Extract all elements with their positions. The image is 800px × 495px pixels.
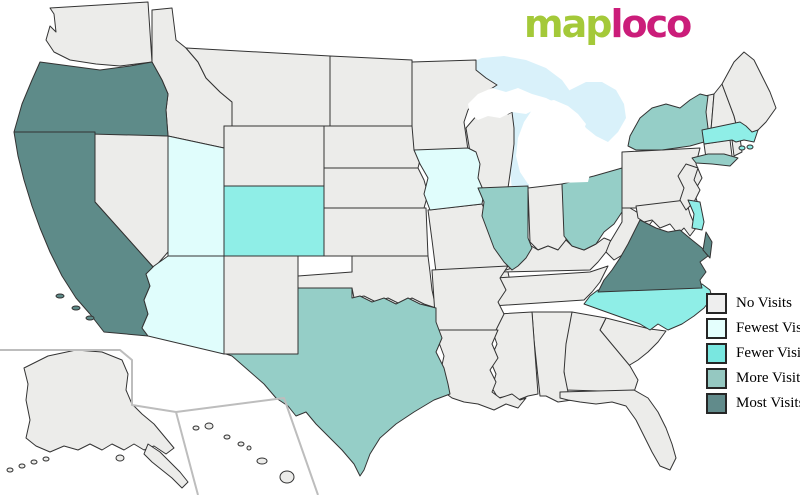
legend-label: Fewest Visits — [736, 320, 800, 336]
hawaii-inset-border — [175, 397, 319, 495]
virginia-eastern-shore — [702, 231, 713, 259]
legend-label: No Visits — [736, 295, 792, 311]
lake-huron — [556, 82, 626, 142]
hawaii-island-maui — [256, 457, 268, 465]
state-oregon — [13, 61, 169, 137]
state-north-dakota — [329, 55, 413, 127]
aleutian-island — [42, 456, 50, 462]
legend-label: More Visits — [736, 370, 800, 386]
state-kansas — [323, 207, 429, 257]
california-channel-island — [85, 315, 95, 321]
legend-label: Most Visits — [736, 395, 800, 411]
state-nebraska — [323, 167, 429, 209]
aleutian-island — [18, 463, 26, 469]
legend-item-most-visits: Most Visits — [706, 391, 800, 416]
state-delaware — [687, 199, 705, 231]
hawaii-island — [246, 445, 252, 451]
state-michigan-lower-peninsula — [516, 100, 596, 184]
state-michigan-upper-peninsula — [468, 88, 558, 120]
maploco-logo: maploco — [524, 2, 692, 46]
more-visits-swatch — [706, 368, 727, 389]
most-visits-swatch — [706, 393, 727, 414]
state-arizona — [141, 255, 225, 355]
state-south-dakota — [323, 125, 421, 169]
alaska-inset-border — [0, 349, 199, 495]
aleutian-island — [30, 459, 38, 465]
state-utah — [167, 135, 225, 257]
legend-item-fewest-visits: Fewest Visits — [706, 316, 800, 341]
fewer-visits-swatch — [706, 343, 727, 364]
state-massachusetts — [701, 121, 759, 145]
no-visits-swatch — [706, 293, 727, 314]
state-illinois — [477, 185, 533, 271]
state-new-mexico — [223, 255, 299, 355]
state-virginia — [597, 219, 709, 293]
state-new-york — [627, 93, 709, 151]
logo-loco-text: loco — [610, 2, 692, 46]
legend-item-more-visits: More Visits — [706, 366, 800, 391]
hawaii-island — [237, 441, 245, 447]
state-wyoming — [223, 125, 325, 187]
hawaii-island — [223, 434, 231, 440]
long-island — [691, 153, 739, 167]
kodiak-island — [115, 454, 125, 462]
logo-map-text: map — [524, 2, 612, 46]
massachusetts-island — [738, 145, 746, 151]
hawaii-island — [192, 425, 200, 431]
state-colorado — [223, 185, 325, 257]
alaska-panhandle — [143, 443, 189, 489]
visits-legend: No Visits Fewest Visits Fewer Visits Mor… — [706, 291, 800, 416]
legend-item-no-visits: No Visits — [706, 291, 800, 316]
state-arkansas — [431, 265, 509, 331]
state-maine — [721, 51, 777, 141]
hawaii-big-island — [279, 470, 295, 484]
state-ohio — [561, 167, 623, 251]
state-new-jersey — [677, 163, 701, 211]
california-channel-island — [71, 305, 81, 311]
state-indiana — [527, 183, 567, 251]
state-oklahoma — [297, 255, 437, 309]
california-channel-island — [55, 293, 65, 299]
fewest-visits-swatch — [706, 318, 727, 339]
state-alaska — [23, 349, 175, 455]
state-north-carolina — [583, 283, 713, 331]
state-washington — [45, 1, 153, 67]
legend-item-fewer-visits: Fewer Visits — [706, 341, 800, 366]
state-florida — [559, 389, 677, 471]
state-tennessee — [491, 265, 609, 307]
hawaii-island — [204, 422, 214, 430]
state-texas — [225, 287, 451, 477]
aleutian-island — [6, 467, 14, 473]
legend-label: Fewer Visits — [736, 345, 800, 361]
massachusetts-island — [746, 144, 754, 150]
